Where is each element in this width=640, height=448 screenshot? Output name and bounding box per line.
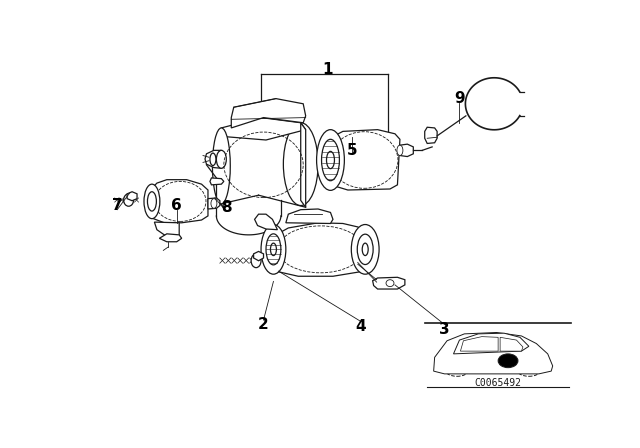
Ellipse shape [144,184,160,219]
Polygon shape [301,123,306,207]
Text: 9: 9 [454,91,465,106]
Polygon shape [151,180,208,223]
Ellipse shape [326,151,335,168]
Polygon shape [255,214,277,230]
Polygon shape [231,99,306,128]
Ellipse shape [290,131,312,197]
Circle shape [498,354,518,368]
Text: C0065492: C0065492 [474,378,522,388]
Ellipse shape [284,123,318,206]
Ellipse shape [124,194,134,206]
Polygon shape [434,332,553,374]
Text: 3: 3 [439,322,450,337]
Polygon shape [221,117,306,140]
Ellipse shape [317,129,344,190]
Ellipse shape [357,234,373,264]
Polygon shape [205,151,221,168]
Polygon shape [208,198,220,209]
Polygon shape [500,337,523,351]
Ellipse shape [251,254,261,267]
Text: 7: 7 [112,198,122,213]
Ellipse shape [211,198,217,208]
Ellipse shape [271,243,276,255]
Ellipse shape [147,192,156,211]
Ellipse shape [216,151,227,168]
Polygon shape [159,234,182,242]
Polygon shape [286,209,333,224]
Polygon shape [372,277,405,289]
Ellipse shape [362,243,368,255]
Polygon shape [253,251,264,261]
Ellipse shape [266,234,281,265]
Ellipse shape [321,139,339,181]
Text: 4: 4 [355,319,365,334]
Polygon shape [127,192,137,201]
Ellipse shape [351,224,379,274]
Polygon shape [400,144,413,156]
Polygon shape [210,178,224,185]
Text: 6: 6 [172,198,182,213]
Text: 1: 1 [323,62,333,77]
Polygon shape [154,222,179,238]
Polygon shape [273,223,365,276]
Ellipse shape [446,366,468,376]
Polygon shape [221,128,224,209]
Text: 8: 8 [221,200,232,215]
Polygon shape [454,333,529,354]
Text: 5: 5 [346,143,357,158]
Text: 2: 2 [258,317,269,332]
Ellipse shape [212,128,230,204]
Ellipse shape [397,145,403,155]
Polygon shape [330,129,400,190]
Polygon shape [460,336,498,351]
Ellipse shape [386,280,394,287]
Ellipse shape [210,153,216,165]
Polygon shape [425,127,437,143]
Ellipse shape [518,366,540,376]
Ellipse shape [261,224,286,274]
